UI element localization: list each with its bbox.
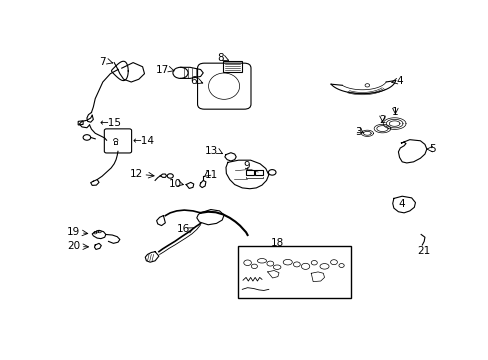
Text: 8: 8 — [217, 53, 224, 63]
Bar — [245, 170, 254, 175]
Text: 10: 10 — [168, 179, 181, 189]
Text: 21: 21 — [417, 246, 430, 256]
Text: 16: 16 — [176, 224, 189, 234]
Text: 6: 6 — [190, 76, 196, 86]
Text: 4: 4 — [396, 76, 402, 86]
Text: 1: 1 — [391, 108, 398, 117]
Text: 4: 4 — [398, 199, 405, 209]
Text: 7: 7 — [99, 57, 105, 67]
Text: 2: 2 — [378, 115, 385, 125]
Text: 12: 12 — [129, 169, 142, 179]
Text: 19: 19 — [67, 227, 80, 237]
Text: ←15: ←15 — [99, 118, 121, 128]
Bar — [255, 170, 263, 175]
Text: 3: 3 — [354, 127, 361, 137]
Text: 9: 9 — [243, 161, 250, 171]
Text: 11: 11 — [204, 170, 217, 180]
Text: 13: 13 — [205, 146, 218, 156]
Bar — [238, 246, 351, 298]
Text: 18: 18 — [270, 238, 283, 248]
Text: 17: 17 — [155, 64, 168, 75]
Text: 5: 5 — [428, 144, 434, 154]
Bar — [223, 61, 241, 72]
Text: 20: 20 — [67, 241, 80, 251]
Text: ←14: ←14 — [132, 136, 154, 146]
